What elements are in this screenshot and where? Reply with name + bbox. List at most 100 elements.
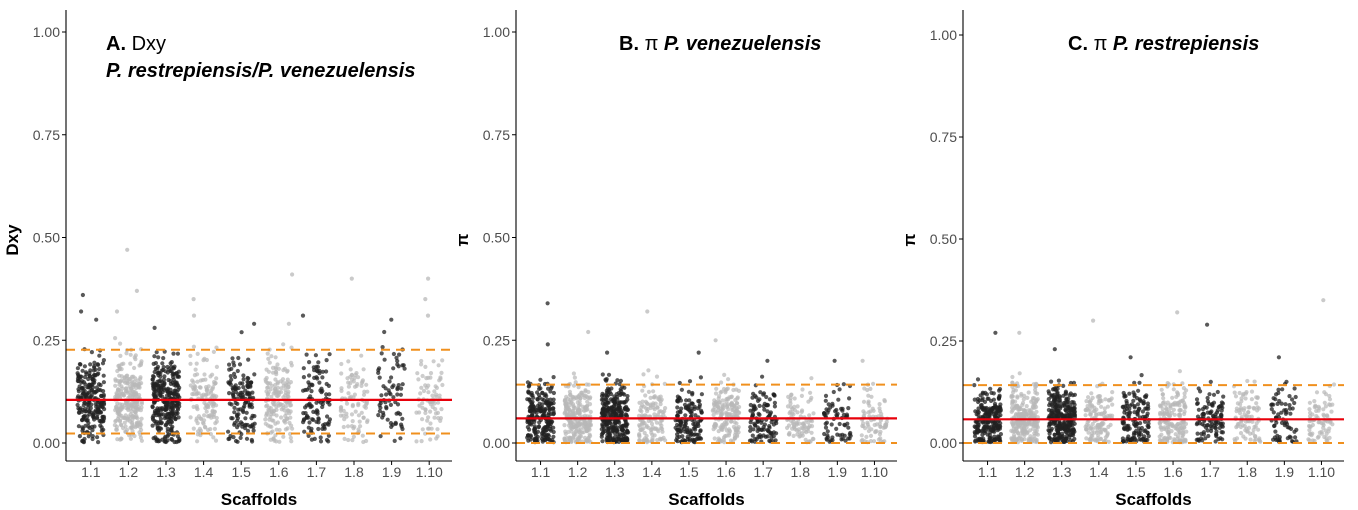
data-point (301, 366, 306, 371)
data-point (168, 387, 173, 392)
data-point (996, 395, 1002, 401)
data-point (344, 414, 349, 419)
data-point (391, 366, 396, 371)
data-point (1031, 396, 1036, 401)
data-point (1205, 395, 1210, 401)
x-tick-label: 1.5 (231, 464, 251, 480)
data-point (538, 409, 543, 414)
data-point (274, 393, 279, 398)
data-point (545, 342, 550, 347)
data-point (661, 435, 666, 440)
data-point (97, 366, 102, 372)
data-point (100, 400, 105, 406)
data-point (528, 433, 533, 438)
data-point (307, 373, 312, 378)
data-point (1273, 397, 1278, 402)
data-point (530, 403, 536, 408)
data-point (1134, 396, 1140, 401)
data-point (232, 405, 237, 410)
data-point (273, 355, 278, 360)
data-point (713, 391, 719, 396)
data-point (1019, 393, 1024, 398)
data-point (603, 412, 608, 417)
data-point (864, 434, 869, 439)
data-point (428, 375, 433, 380)
data-point (1287, 425, 1292, 430)
data-point (274, 372, 279, 377)
data-point (285, 377, 290, 382)
data-point (765, 434, 770, 439)
data-point (791, 433, 796, 438)
data-point (1159, 432, 1164, 437)
data-point (118, 437, 123, 442)
data-point (1208, 379, 1213, 384)
data-point (981, 407, 986, 413)
data-point (1175, 310, 1180, 315)
data-point (1065, 403, 1070, 409)
data-point (230, 416, 235, 421)
data-point (129, 381, 134, 386)
data-point (748, 428, 753, 433)
data-point (686, 403, 692, 408)
data-point (400, 382, 405, 387)
data-point (655, 405, 660, 410)
data-point (339, 386, 344, 391)
data-point (1145, 423, 1150, 428)
data-point (1256, 427, 1261, 432)
data-point (421, 388, 427, 394)
data-point (787, 432, 792, 437)
data-point (264, 411, 269, 416)
data-point (548, 389, 553, 394)
data-point (692, 422, 698, 427)
data-point (567, 419, 572, 424)
data-point (649, 427, 655, 432)
data-point (711, 412, 716, 417)
data-point (711, 401, 717, 406)
data-point (571, 371, 577, 376)
data-point (195, 421, 200, 426)
data-point (1092, 405, 1097, 410)
data-point (167, 415, 172, 420)
y-tick-label: 0.75 (33, 127, 60, 143)
data-point (651, 395, 656, 400)
data-point (346, 380, 351, 385)
data-point (122, 376, 127, 381)
data-point (365, 419, 370, 425)
data-point (600, 423, 605, 428)
data-point (722, 402, 727, 407)
data-point (1202, 423, 1207, 428)
data-point (987, 409, 992, 414)
data-point (213, 438, 219, 443)
data-point (171, 351, 176, 356)
data-point (278, 402, 283, 407)
data-point (736, 388, 742, 393)
data-point (1017, 371, 1022, 376)
data-point (605, 400, 610, 405)
data-point (789, 405, 794, 410)
data-point (535, 397, 540, 402)
data-point (1136, 388, 1141, 393)
data-point (755, 428, 760, 434)
data-point (610, 428, 615, 433)
data-point (1141, 401, 1146, 406)
y-axis-title: π (900, 233, 919, 246)
data-point (640, 388, 645, 393)
data-point (191, 344, 196, 349)
data-point (1071, 427, 1076, 433)
data-point (991, 397, 997, 402)
data-point (346, 359, 351, 364)
data-point (1159, 387, 1164, 392)
data-point (1182, 391, 1187, 396)
data-point (139, 400, 144, 405)
data-point (232, 374, 238, 380)
data-point (341, 424, 346, 430)
data-point (138, 376, 143, 381)
data-point (1168, 405, 1173, 411)
data-point (576, 407, 582, 413)
data-point (384, 404, 389, 410)
data-point (153, 394, 158, 400)
data-point (982, 424, 987, 429)
data-point (551, 425, 556, 430)
x-tick-label: 1.7 (307, 464, 327, 480)
data-point (84, 409, 89, 414)
